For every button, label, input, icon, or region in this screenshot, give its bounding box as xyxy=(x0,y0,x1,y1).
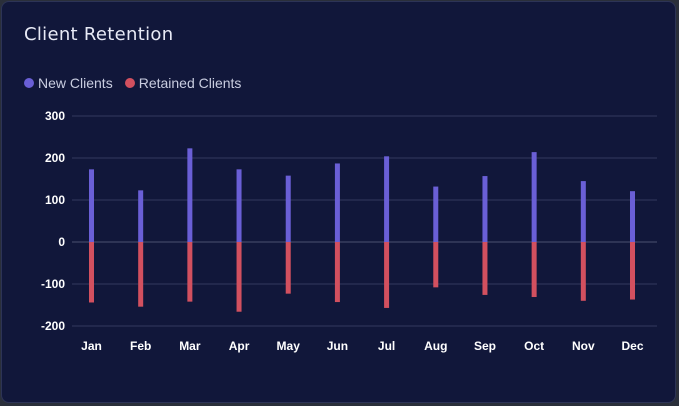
bar-retained-clients xyxy=(187,242,193,302)
legend-dot-new-clients xyxy=(24,78,34,88)
bar-retained-clients xyxy=(285,242,291,294)
chart-legend: New Clients Retained Clients xyxy=(24,75,241,91)
legend-item-retained-clients[interactable]: Retained Clients xyxy=(124,75,242,91)
legend-dot-retained-clients xyxy=(124,78,135,88)
bar-new-clients xyxy=(433,186,439,242)
bar-new-clients xyxy=(630,191,635,242)
bar-new-clients xyxy=(531,152,537,242)
x-tick-label: Mar xyxy=(179,339,201,353)
bar-retained-clients xyxy=(531,242,537,298)
x-tick-label: Nov xyxy=(572,339,595,353)
x-tick-label: Oct xyxy=(524,339,544,353)
bar-new-clients xyxy=(138,190,144,242)
x-tick-label: Jun xyxy=(327,339,348,353)
card-title: Client Retention xyxy=(24,24,174,45)
bar-new-clients xyxy=(187,148,193,242)
bar-new-clients xyxy=(236,169,242,242)
x-tick-label: Feb xyxy=(130,339,151,353)
bar-new-clients xyxy=(482,176,488,242)
legend-item-new-clients[interactable]: New Clients xyxy=(24,75,113,91)
x-tick-label: Jan xyxy=(81,339,102,353)
bar-retained-clients xyxy=(482,242,488,295)
x-tick-label: Sep xyxy=(474,339,496,353)
bar-retained-clients xyxy=(580,242,586,301)
y-tick-label: -100 xyxy=(41,277,65,291)
legend-label-new-clients: New Clients xyxy=(38,75,113,91)
x-tick-label: May xyxy=(277,339,301,353)
x-tick-label: Dec xyxy=(621,339,643,353)
bar-new-clients xyxy=(580,181,586,242)
bar-retained-clients xyxy=(138,242,144,307)
bar-new-clients xyxy=(285,175,291,242)
legend-label-retained-clients: Retained Clients xyxy=(138,75,242,91)
x-tick-label: Jul xyxy=(378,339,395,353)
bar-retained-clients xyxy=(630,242,635,300)
y-tick-label: -200 xyxy=(41,319,65,333)
y-tick-label: 100 xyxy=(45,193,65,207)
bar-retained-clients xyxy=(334,242,340,303)
bar-retained-clients xyxy=(89,242,94,303)
y-tick-label: 200 xyxy=(45,151,65,165)
y-tick-label: 300 xyxy=(45,109,65,123)
bar-new-clients xyxy=(89,169,94,242)
y-tick-label: 0 xyxy=(58,235,65,249)
x-tick-label: Apr xyxy=(229,339,250,353)
bar-new-clients xyxy=(334,163,340,242)
bar-retained-clients xyxy=(384,242,390,308)
bar-new-clients xyxy=(384,156,390,242)
bar-retained-clients xyxy=(433,242,439,288)
bar-retained-clients xyxy=(236,242,242,312)
x-tick-label: Aug xyxy=(424,339,447,353)
